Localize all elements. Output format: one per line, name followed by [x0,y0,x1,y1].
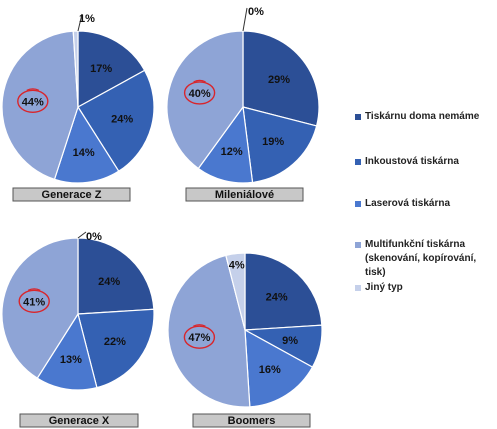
pie-slice-multifunkcni [1,237,79,379]
pie-chart-milenialove: 29% 19% 12% 40% 0% Mileniálové [166,6,320,202]
pie-slice-tiskarnu-doma-nemame [242,30,320,127]
highlight-circle [17,89,49,114]
data-label: 1% [79,13,95,25]
pie-slice-multifunkcni [1,30,79,181]
pie-slice-tiskarnu-doma-nemame [77,237,155,315]
pie-slice-inkoustova [242,106,318,184]
legend-swatch [355,242,361,248]
data-label: 19% [262,136,284,148]
legend-label: Laserová tiskárna [365,198,451,209]
data-label: 9% [282,335,298,347]
data-label: 16% [259,364,281,376]
legend-label: Tiskárnu doma nemáme [365,111,480,122]
legend-label: Jiný typ [365,282,403,293]
legend-swatch [355,159,361,165]
highlight-stroke [193,324,206,327]
data-label: 14% [73,147,95,159]
pie-chart-generace-x: 24% 22% 13% 41% 0% Generace X [1,231,155,428]
data-label: 41% [23,296,45,308]
pie-chart-generace-z: 17% 24% 14% 44% 1% Generace Z [1,13,155,202]
chart-caption-box [12,187,131,202]
pie-chart-boomers: 24% 9% 16% 47% 4% Boomers [167,252,323,428]
legend-item-tiskarnu-doma-nemame: Tiskárnu doma nemáme [355,110,497,124]
legend-label: Inkoustová tiskárna [365,156,459,167]
data-label: 13% [60,354,82,366]
chart-caption-box [192,413,311,428]
data-label: 24% [111,113,133,125]
leader-line [77,13,83,32]
data-label: 4% [229,259,245,271]
data-label: 0% [86,231,102,243]
pie-slice-tiskarnu-doma-nemame [244,252,323,331]
legend-item-multifunkcni: Multifunkční tiskárna (skenování, kopíro… [355,238,497,280]
data-label: 44% [22,96,44,108]
pie-slice-laserova [244,328,314,408]
chart-title: Boomers [228,415,276,427]
highlight-stroke [26,88,40,91]
pie-slice-laserova [53,105,120,184]
highlight-stroke [27,288,41,291]
chart-caption-box [19,413,139,428]
legend-swatch [355,285,361,291]
data-label: 24% [266,291,288,303]
data-label: 40% [189,88,211,100]
legend-label: Multifunkční tiskárna (skenování, kopíro… [365,239,477,278]
leader-line [77,231,87,239]
data-label: 24% [98,276,120,288]
data-label: 22% [104,336,126,348]
data-label: 0% [248,6,264,18]
legend-swatch [355,201,361,207]
leader-line [242,7,248,32]
pie-slice-jiny-typ [225,252,246,331]
chart-title: Generace X [49,415,110,427]
highlight-circle [18,289,50,313]
chart-caption-box [185,187,304,202]
legend-item-laserova: Laserová tiskárna [355,197,497,211]
chart-title: Generace Z [42,189,102,201]
data-label: 47% [188,332,210,344]
highlight-circle [183,325,216,349]
legend-item-jiny-typ: Jiný typ [355,281,497,295]
legend-item-inkoustova: Inkoustová tiskárna [355,155,497,169]
pie-slice-tiskarnu-doma-nemame [77,30,146,109]
pie-slice-inkoustova [77,69,155,172]
highlight-circle [183,81,216,105]
chart-title: Mileniálové [215,189,274,201]
pie-slice-multifunkcni [166,30,244,170]
data-label: 17% [90,63,112,75]
legend-swatch [355,114,361,120]
pie-slice-jiny-typ [72,30,79,108]
data-label: 29% [268,74,290,86]
data-label: 12% [221,146,243,158]
pie-slice-inkoustova [77,308,155,389]
pie-slice-multifunkcni [167,254,251,408]
pie-slice-laserova [36,312,98,391]
highlight-stroke [193,79,206,83]
